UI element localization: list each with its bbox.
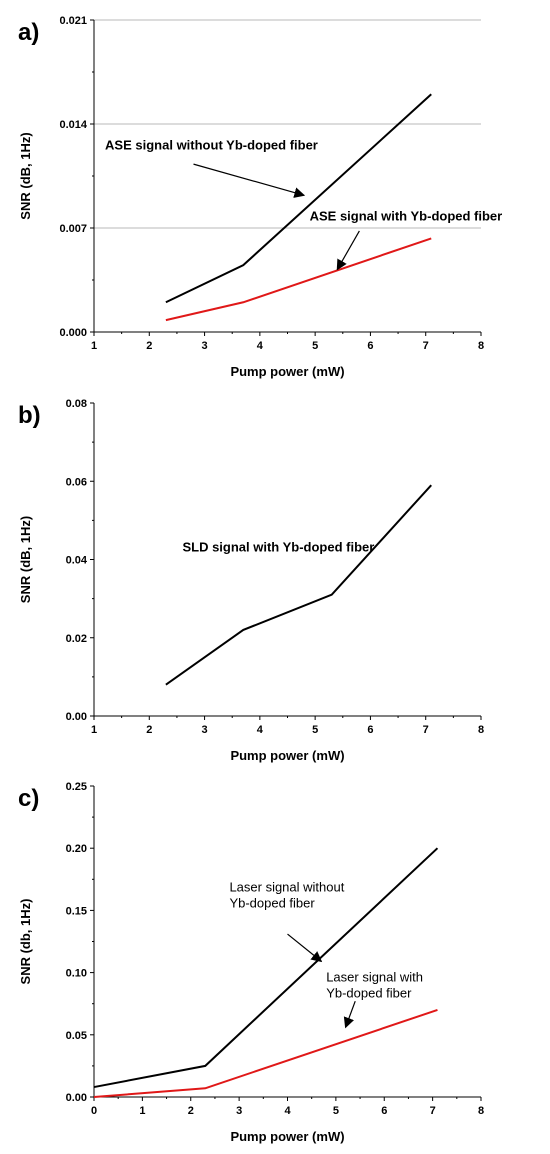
x-tick-label: 0 <box>91 1105 97 1117</box>
y-tick-label: 0.08 <box>66 398 87 410</box>
x-tick-label: 2 <box>188 1105 194 1117</box>
annotation-arrow <box>336 230 360 271</box>
x-tick-label: 1 <box>91 724 97 736</box>
chart-panel-2: 1 2 3 4 5 6 7 8 0.00 0.02 0.04 0.06 0.08 Pump power (… <box>18 398 484 763</box>
panel-label: c) <box>18 785 39 812</box>
annotation-text: SLD signal with Yb-doped fiber <box>182 540 374 555</box>
x-tick-label: 6 <box>367 724 373 736</box>
y-tick-label: 0.25 <box>66 781 87 793</box>
x-tick-label: 8 <box>478 340 484 352</box>
series-line-1 <box>93 847 439 1089</box>
annotation-text: ASE signal without Yb-doped fiber <box>105 137 318 152</box>
annotation-text: Yb-doped fiber <box>326 985 412 1000</box>
y-tick-label: 0.02 <box>66 633 87 645</box>
annotation-arrow <box>287 933 323 963</box>
y-axis-label: SNR (dB, 1Hz) <box>18 132 33 219</box>
y-tick-label: 0.15 <box>66 905 87 917</box>
y-tick-label: 0.014 <box>59 119 87 131</box>
x-axis-label: Pump power (mW) <box>230 364 344 379</box>
y-tick-label: 0.05 <box>66 1030 87 1042</box>
x-tick-label: 1 <box>139 1105 145 1117</box>
y-tick-label: 0.007 <box>59 223 87 235</box>
series-line-2 <box>93 1008 438 1098</box>
series-line-2 <box>165 237 432 322</box>
x-tick-label: 5 <box>333 1105 339 1117</box>
series-line-1 <box>165 93 432 304</box>
annotation-arrow <box>343 1001 356 1029</box>
x-tick-label: 1 <box>91 340 97 352</box>
x-axis-label: Pump power (mW) <box>230 748 344 763</box>
x-tick-label: 2 <box>146 724 152 736</box>
y-tick-label: 0.00 <box>66 1092 87 1104</box>
x-tick-label: 3 <box>202 724 208 736</box>
x-tick-label: 5 <box>312 724 318 736</box>
y-axis-label: SNR (dB, 1Hz) <box>18 516 33 603</box>
y-tick-label: 0.06 <box>66 476 87 488</box>
y-tick-label: 0.00 <box>66 711 87 723</box>
x-tick-label: 6 <box>367 340 373 352</box>
y-axis-label: SNR (db, 1Hz) <box>18 899 33 985</box>
x-tick-label: 4 <box>257 340 264 352</box>
chart-panel-1: 1 2 3 4 5 6 7 8 0.000 0.007 0.014 0.021 Pump power (… <box>18 15 502 379</box>
x-tick-label: 4 <box>257 724 264 736</box>
annotation-arrow <box>193 163 306 198</box>
y-tick-label: 0.20 <box>66 843 87 855</box>
annotation-text: Laser signal without <box>229 880 344 895</box>
y-tick-label: 0.021 <box>59 15 87 27</box>
x-tick-label: 3 <box>202 340 208 352</box>
annotation-text: Yb-doped fiber <box>229 896 315 911</box>
x-tick-label: 5 <box>312 340 318 352</box>
y-tick-label: 0.000 <box>59 327 87 339</box>
y-tick-label: 0.10 <box>66 968 87 980</box>
panel-label: b) <box>18 402 41 429</box>
x-tick-label: 8 <box>478 724 484 736</box>
annotation-text: Laser signal with <box>326 969 423 984</box>
x-tick-label: 7 <box>430 1105 436 1117</box>
x-tick-label: 7 <box>423 340 429 352</box>
x-tick-label: 8 <box>478 1105 484 1117</box>
x-tick-label: 3 <box>236 1105 242 1117</box>
x-tick-label: 4 <box>284 1105 291 1117</box>
x-tick-label: 6 <box>381 1105 387 1117</box>
x-tick-label: 2 <box>146 340 152 352</box>
y-tick-label: 0.04 <box>66 555 88 567</box>
series-line-1 <box>165 484 432 686</box>
x-tick-label: 7 <box>423 724 429 736</box>
annotation-text: ASE signal with Yb-doped fiber <box>310 209 503 224</box>
chart-panel-3: 0 1 2 3 4 5 6 7 8 0.00 0.05 0.10 0.15 0.20 0.25 Pump po… <box>18 781 484 1144</box>
panel-label: a) <box>18 19 39 46</box>
x-axis-label: Pump power (mW) <box>230 1129 344 1144</box>
